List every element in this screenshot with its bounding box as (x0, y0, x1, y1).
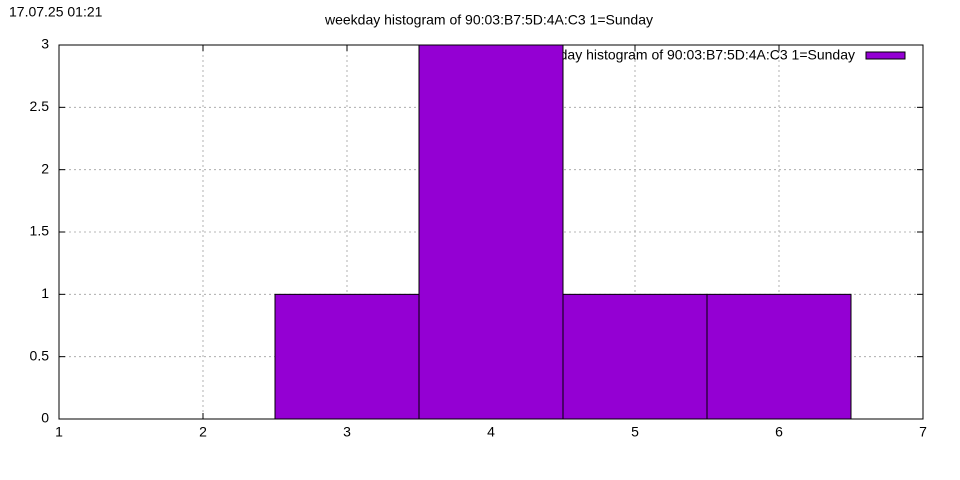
chart-title: weekday histogram of 90:03:B7:5D:4A:C3 1… (324, 12, 653, 28)
y-tick-label: 2 (41, 160, 49, 176)
y-tick-label: 0.5 (30, 347, 50, 363)
histogram-bar (562, 293, 708, 420)
x-tick-label: 4 (487, 424, 495, 440)
plot-border (58, 44, 924, 420)
y-tick-label: 3 (41, 36, 49, 52)
x-tick-label: 5 (631, 424, 639, 440)
legend-label: weekday histogram of 90:03:B7:5D:4A:C3 1… (526, 47, 855, 63)
y-tick-label: 2.5 (30, 98, 50, 114)
y-tick-label: 1 (41, 285, 49, 301)
timestamp: 17.07.25 01:21 (9, 4, 103, 20)
legend-swatch (865, 51, 906, 60)
x-tick-label: 3 (343, 424, 351, 440)
x-tick-label: 6 (775, 424, 783, 440)
histogram-bar (274, 293, 420, 420)
x-tick-label: 1 (55, 424, 63, 440)
histogram-bar (418, 44, 564, 420)
x-tick-label: 7 (919, 424, 927, 440)
x-tick-label: 2 (199, 424, 207, 440)
histogram-bar (706, 293, 852, 420)
y-tick-label: 1.5 (30, 223, 50, 239)
y-tick-label: 0 (41, 410, 49, 426)
